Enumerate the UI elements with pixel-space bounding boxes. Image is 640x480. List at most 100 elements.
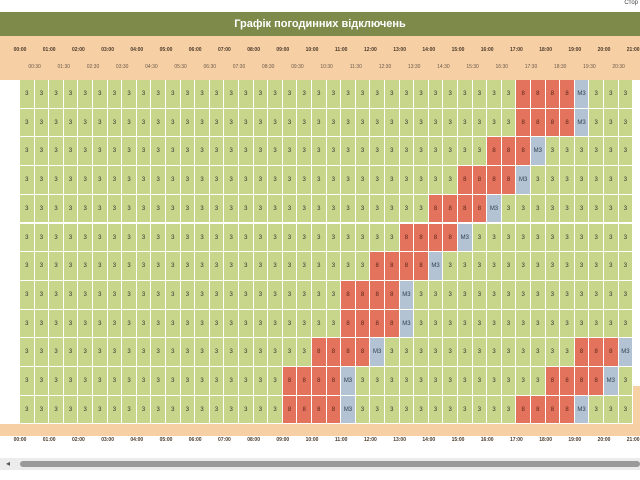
schedule-cell: 3 (63, 194, 79, 224)
schedule-cell: 3 (209, 309, 225, 339)
schedule-cell: 3 (268, 108, 283, 138)
schedule-cell: 3 (428, 309, 444, 339)
schedule-cell: 3 (34, 252, 50, 281)
hour-label-bottom: 11:00 (334, 437, 348, 443)
schedule-cell: 3 (78, 80, 93, 109)
schedule-cell: 3 (618, 280, 634, 310)
schedule-cell: 3 (297, 252, 312, 281)
schedule-cell: 3 (443, 252, 458, 281)
schedule-cell: 3 (34, 309, 50, 339)
schedule-cell: 3 (370, 80, 385, 109)
schedule-cell: 3 (399, 338, 415, 367)
schedule-cell: 3 (20, 395, 35, 425)
schedule-cell: 3 (151, 223, 166, 253)
schedule-cell: 3 (297, 338, 312, 367)
schedule-cell: 3 (49, 223, 64, 253)
half-label-top: 09:30 (291, 64, 304, 70)
schedule-cell: 3 (107, 108, 123, 138)
schedule-cell: 3 (487, 395, 502, 425)
schedule-cell: 3 (20, 338, 35, 367)
schedule-cell: 3 (166, 252, 181, 281)
schedule-cell: 3 (604, 80, 619, 109)
schedule-cell: 3 (589, 280, 604, 310)
row-label (0, 137, 20, 167)
schedule-cell: 3 (180, 166, 196, 195)
schedule-cell: 3 (49, 338, 64, 367)
schedule-cell: 3 (414, 80, 429, 109)
half-label-top: 00:30 (28, 64, 41, 70)
schedule-cell: 3 (428, 166, 444, 195)
schedule-cell: 3 (282, 223, 298, 253)
row-label (0, 80, 20, 109)
schedule-cell: 8 (458, 166, 473, 195)
schedule-cell: 3 (253, 252, 269, 281)
schedule-cell: 3 (209, 252, 225, 281)
schedule-cell: 3 (501, 309, 517, 339)
schedule-cell: 8 (341, 338, 356, 367)
horizontal-scrollbar[interactable]: ◂ (0, 458, 640, 470)
schedule-cell: 3 (195, 252, 210, 281)
schedule-cell: 8 (560, 108, 575, 138)
schedule-cell: 3 (239, 166, 254, 195)
schedule-cell: 3 (501, 194, 517, 224)
schedule-cell: 3 (428, 338, 444, 367)
hour-label-top: 07:00 (217, 47, 231, 53)
schedule-cell: 3 (268, 280, 283, 310)
schedule-cell: 3 (443, 338, 458, 367)
schedule-cell: 3 (180, 280, 196, 310)
schedule-cell: 3 (166, 80, 181, 109)
hour-label-bottom: 20:00 (597, 437, 611, 443)
scroll-left-icon[interactable]: ◂ (6, 459, 11, 468)
schedule-cell: 3 (107, 367, 123, 396)
schedule-cell: 3 (63, 223, 79, 253)
schedule-cell: 3 (268, 80, 283, 109)
schedule-cell: 8 (531, 395, 546, 425)
hour-label-bottom: 03:00 (101, 437, 114, 443)
schedule-cell: 8 (516, 108, 531, 138)
schedule-cell: 3 (297, 166, 312, 195)
schedule-cell: 3 (209, 223, 225, 253)
schedule-cell: 3 (545, 166, 561, 195)
schedule-cell: 8 (574, 367, 590, 396)
schedule-cell: 3 (414, 280, 429, 310)
hour-label-top: 06:00 (188, 47, 202, 53)
schedule-cell: 3 (385, 166, 400, 195)
schedule-cell: 8 (326, 338, 342, 367)
schedule-cell: 3 (385, 80, 400, 109)
schedule-cell: 3 (589, 223, 604, 253)
schedule-cell: 3 (589, 137, 604, 167)
schedule-cell: 3 (239, 309, 254, 339)
schedule-cell: 3 (151, 137, 166, 167)
schedule-cell: 3 (355, 252, 371, 281)
schedule-cell: 3 (224, 367, 239, 396)
schedule-cell: 3 (136, 166, 152, 195)
schedule-cell: 3 (545, 252, 561, 281)
schedule-cell: 3 (49, 166, 64, 195)
schedule-cell: 3 (355, 137, 371, 167)
scroll-thumb[interactable] (20, 461, 640, 467)
schedule-cell: 3 (370, 166, 385, 195)
schedule-cell: 3 (180, 194, 196, 224)
schedule-cell: 3 (501, 80, 517, 109)
schedule-cell: 3 (312, 223, 327, 253)
schedule-cell: 3 (122, 137, 137, 167)
hour-label-bottom: 17:00 (509, 437, 523, 443)
schedule-cell: 3 (560, 252, 575, 281)
schedule-cell: М3 (574, 108, 590, 138)
schedule-cell: 3 (78, 108, 93, 138)
hour-label-bottom: 02:00 (71, 437, 85, 443)
schedule-cell: 3 (224, 80, 239, 109)
schedule-cell: 3 (49, 395, 64, 425)
half-label-top: 13:30 (407, 64, 421, 70)
schedule-cell: 3 (297, 80, 312, 109)
schedule-cell: 3 (20, 309, 35, 339)
schedule-cell: 3 (531, 338, 546, 367)
schedule-cell: 3 (428, 137, 444, 167)
schedule-cell: 3 (253, 367, 269, 396)
schedule-cell: 3 (399, 166, 415, 195)
half-label-bottom: 06:30 (198, 419, 222, 425)
schedule-cell: 3 (78, 223, 93, 253)
hour-label-top: 17:00 (509, 47, 523, 53)
schedule-cell: 3 (195, 338, 210, 367)
schedule-cell: 8 (282, 395, 298, 425)
